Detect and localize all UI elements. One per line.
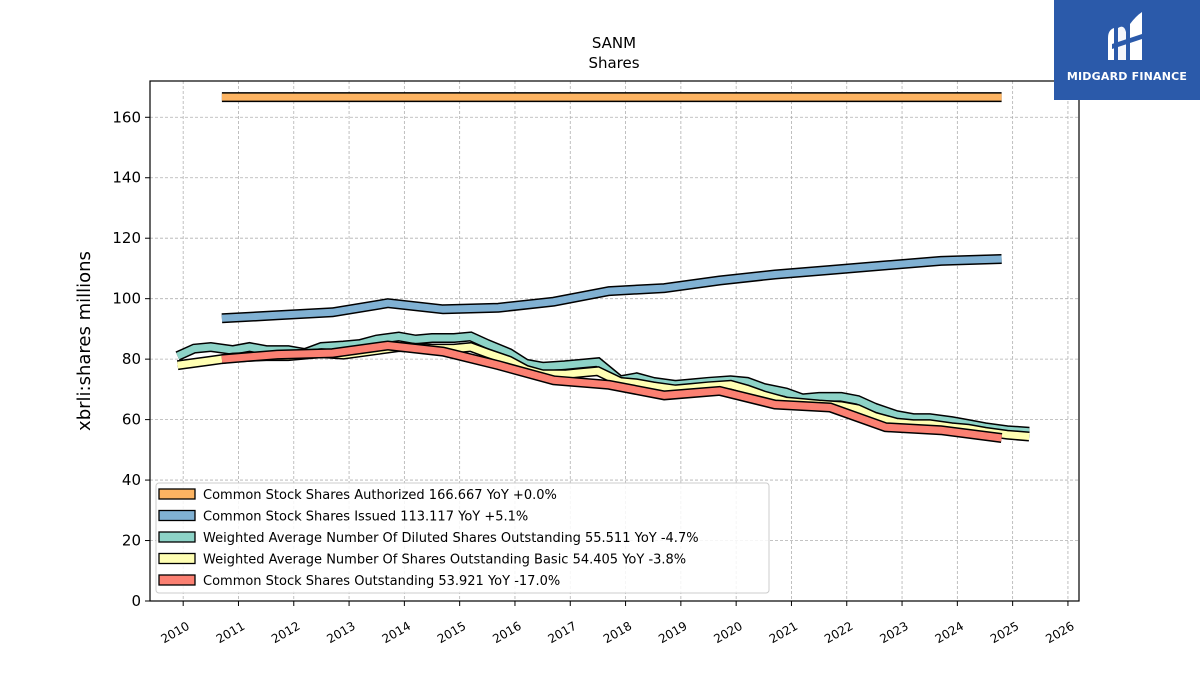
x-tick-label: 2018 <box>601 619 634 646</box>
x-tick-label: 2011 <box>214 619 247 646</box>
brand-logo: MIDGARD FINANCE <box>1054 0 1200 100</box>
series-line-common-stock-shares-outstanding <box>221 341 1003 442</box>
legend-swatch <box>158 488 196 500</box>
y-tick-label: 20 <box>122 532 141 550</box>
plot-frame <box>149 80 1080 602</box>
chart-title: SANM <box>592 34 636 52</box>
series-group <box>175 92 1030 443</box>
legend-label: Weighted Average Number Of Diluted Share… <box>203 531 699 546</box>
legend: Common Stock Shares Authorized 166.667 Y… <box>155 482 770 594</box>
y-tick-label: 60 <box>122 411 141 429</box>
legend-swatch <box>158 552 196 565</box>
chart-subtitle: Shares <box>588 54 639 72</box>
x-tick-label: 2012 <box>269 619 302 646</box>
series-line-common-stock-shares-issued <box>221 255 1002 322</box>
legend-label: Common Stock Shares Authorized 166.667 Y… <box>203 488 557 503</box>
x-tick-label: 2019 <box>656 619 689 646</box>
x-tick-label: 2026 <box>1043 619 1076 646</box>
x-tick-label: 2013 <box>324 619 357 646</box>
x-tick-label: 2014 <box>380 619 413 646</box>
y-tick-label: 140 <box>112 169 141 187</box>
legend-swatch <box>158 531 196 543</box>
grid <box>150 81 1079 602</box>
legend-swatch <box>158 574 196 586</box>
y-tick-label: 100 <box>112 290 141 308</box>
x-tick-label: 2023 <box>877 619 910 646</box>
midgard-logo-icon <box>1108 12 1142 61</box>
x-tick-label: 2021 <box>767 619 800 646</box>
x-tick-label: 2015 <box>435 619 468 646</box>
y-tick-label: 160 <box>112 108 141 126</box>
legend-label: Common Stock Shares Issued 113.117 YoY +… <box>203 510 528 525</box>
x-tick-label: 2016 <box>490 619 523 646</box>
y-tick-label: 120 <box>112 229 141 247</box>
y-ticks: 0 20 40 60 80 100 120 140 160 <box>112 108 150 610</box>
x-tick-label: 2020 <box>711 619 744 646</box>
legend-box <box>155 482 770 594</box>
legend-label: Common Stock Shares Outstanding 53.921 Y… <box>203 574 560 589</box>
x-tick-label: 2010 <box>158 619 191 646</box>
y-tick-label: 0 <box>131 592 141 610</box>
legend-label: Weighted Average Number Of Shares Outsta… <box>203 553 686 568</box>
x-tick-label: 2025 <box>988 619 1021 646</box>
x-ticks: 2010 2011 2012 2013 2014 2015 2016 2017 2018 2019… <box>158 601 1077 646</box>
brand-name: MIDGARD FINANCE <box>1066 70 1188 83</box>
x-tick-label: 2024 <box>933 619 966 646</box>
x-tick-label: 2017 <box>546 619 579 646</box>
y-axis-label: xbrli:shares millions <box>74 251 95 431</box>
y-tick-label: 40 <box>122 471 141 489</box>
x-tick-label: 2022 <box>822 619 855 646</box>
legend-swatch <box>158 509 196 522</box>
y-tick-label: 80 <box>122 350 141 368</box>
